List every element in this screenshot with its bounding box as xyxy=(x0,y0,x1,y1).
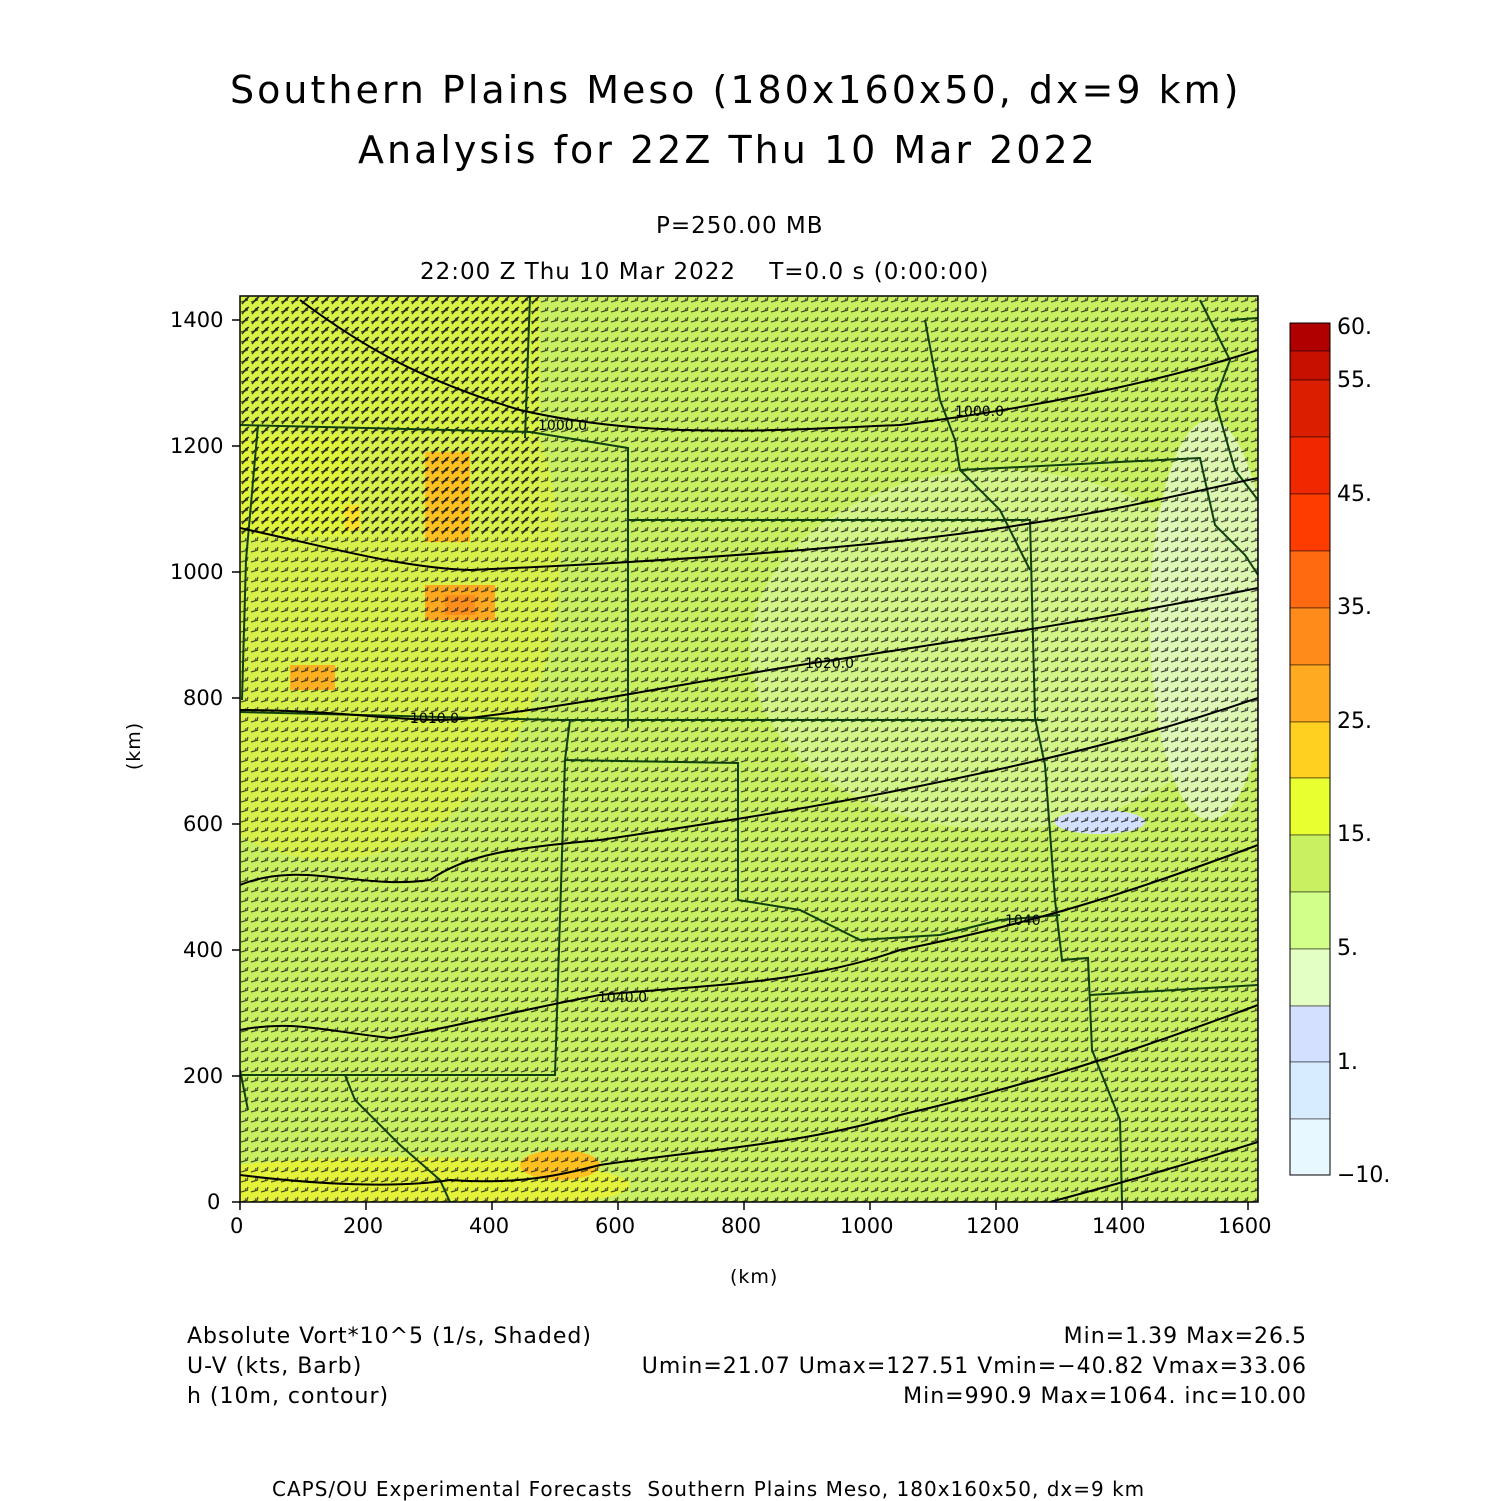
colorbar-swatch xyxy=(1289,1118,1331,1176)
colorbar-swatch xyxy=(1289,834,1331,893)
x-tick-label: 200 xyxy=(343,1214,384,1238)
height-contours xyxy=(240,299,1258,1202)
barb-minmax: Umin=21.07 Umax=127.51 Vmin=−40.82 Vmax=… xyxy=(641,1354,1307,1379)
x-ticks xyxy=(239,1202,1249,1210)
x-tick-label: 800 xyxy=(721,1214,762,1238)
colorbar-swatch xyxy=(1289,607,1331,666)
colorbar-swatch xyxy=(1289,721,1331,779)
x-tick-label: 1200 xyxy=(966,1214,1020,1238)
contour-label: 1020.0 xyxy=(805,656,854,672)
y-ticks xyxy=(232,319,240,1203)
colorbar-swatch xyxy=(1289,1005,1331,1063)
pressure-level: P=250.00 MB xyxy=(656,213,824,239)
x-tick-label: 600 xyxy=(595,1214,636,1238)
colorbar-label: 45. xyxy=(1337,482,1372,507)
colorbar-swatch xyxy=(1289,948,1331,1007)
contour-minmax: Min=990.9 Max=1064. inc=10.00 xyxy=(903,1384,1307,1409)
y-tick-label: 1400 xyxy=(170,308,224,332)
analysis-title: Analysis for 22Z Thu 10 Mar 2022 xyxy=(358,128,1098,172)
colorbar-label: 55. xyxy=(1337,368,1372,393)
colorbar-swatch xyxy=(1289,664,1331,723)
vorticity-shading xyxy=(240,296,1258,1202)
shaded-minmax: Min=1.39 Max=26.5 xyxy=(1063,1324,1307,1349)
colorbar-swatch xyxy=(1289,1061,1331,1120)
plot-frame xyxy=(239,295,1259,1203)
contour-labels: 1000.0 1000.0 1020.0 1010.0 1040 1040.0 xyxy=(410,404,1041,1006)
x-tick-label: 0 xyxy=(230,1214,244,1238)
colorbar-label: 60. xyxy=(1337,315,1372,340)
credit-line: CAPS/OU Experimental Forecasts Southern … xyxy=(272,1477,1146,1501)
colorbar-swatch xyxy=(1289,436,1331,495)
colorbar-label: 35. xyxy=(1337,595,1372,620)
colorbar-label: 5. xyxy=(1337,936,1358,961)
colorbar-label: 25. xyxy=(1337,709,1372,734)
y-tick-label: 0 xyxy=(207,1190,221,1214)
x-tick-label: 1400 xyxy=(1092,1214,1146,1238)
y-tick-label: 1000 xyxy=(170,560,224,584)
legend-contour-field: h (10m, contour) xyxy=(187,1384,390,1409)
y-tick-label: 600 xyxy=(183,812,224,836)
y-tick-label: 400 xyxy=(183,938,224,962)
colorbar-label: 1. xyxy=(1337,1050,1358,1075)
colorbar-swatch xyxy=(1289,777,1331,836)
colorbar-swatch xyxy=(1289,891,1331,950)
contour-label: 1000.0 xyxy=(538,418,587,434)
legend-shaded-field: Absolute Vort*10^5 (1/s, Shaded) xyxy=(187,1324,592,1349)
colorbar-label: −10. xyxy=(1337,1163,1391,1188)
legend-barb-field: U-V (kts, Barb) xyxy=(187,1354,363,1379)
x-tick-label: 1600 xyxy=(1218,1214,1272,1238)
y-tick-label: 200 xyxy=(183,1064,224,1088)
y-tick-label: 800 xyxy=(183,686,224,710)
y-tick-label: 1200 xyxy=(170,434,224,458)
colorbar-swatch xyxy=(1289,493,1331,552)
colorbar-swatch xyxy=(1289,379,1331,438)
contour-label: 1000.0 xyxy=(955,404,1004,420)
colorbar-swatch xyxy=(1289,322,1331,352)
contour-label: 1040 xyxy=(1005,913,1041,929)
y-axis-label: (km) xyxy=(123,721,146,771)
x-tick-label: 400 xyxy=(469,1214,510,1238)
main-title: Southern Plains Meso (180x160x50, dx=9 k… xyxy=(230,68,1242,112)
x-tick-label: 1000 xyxy=(840,1214,894,1238)
contour-label: 1040.0 xyxy=(598,990,647,1006)
contour-label: 1010.0 xyxy=(410,711,459,727)
colorbar xyxy=(1289,322,1331,1176)
x-axis-label: (km) xyxy=(730,1266,779,1288)
colorbar-swatch xyxy=(1289,350,1331,381)
valid-time: 22:00 Z Thu 10 Mar 2022 T=0.0 s (0:00:00… xyxy=(420,259,990,285)
colorbar-swatch xyxy=(1289,550,1331,609)
colorbar-label: 15. xyxy=(1337,822,1372,847)
